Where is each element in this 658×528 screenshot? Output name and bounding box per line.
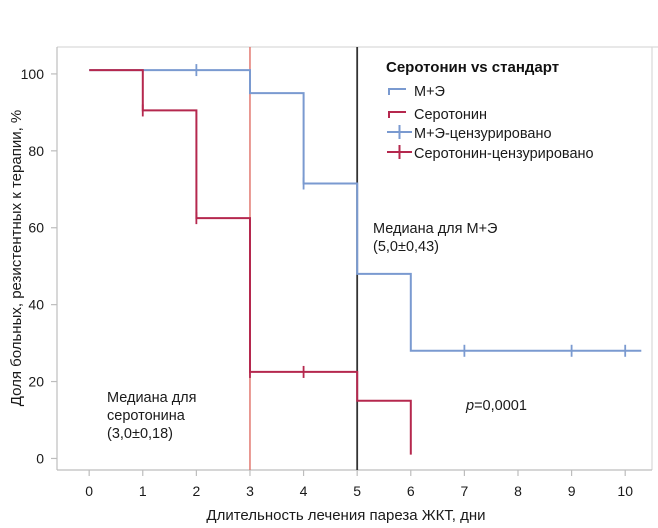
annotation-median-serotonin-line1: Медиана для [107, 390, 197, 406]
legend: Серотонин vs стандарт М+Э Серотонин М+Э-… [386, 59, 594, 162]
legend-swatch-me-step [388, 88, 406, 95]
x-tick-label: 8 [514, 483, 522, 499]
y-tick-label: 100 [21, 66, 45, 82]
series-line-1 [89, 69, 642, 352]
x-tick-label: 5 [353, 483, 361, 499]
x-tick-label: 6 [407, 483, 415, 499]
series-line-2 [89, 69, 412, 455]
legend-entry-serotonin-censored: Серотонин-цензурировано [414, 146, 594, 162]
annotation-median-me-line1: Медиана для М+Э [373, 221, 497, 237]
p-value-symbol: p [465, 398, 474, 414]
annotation-median-serotonin-line3: (3,0±0,18) [107, 426, 173, 442]
y-axis-title: Доля больных, резистентных к терапии, % [8, 110, 25, 407]
x-tick-label: 2 [192, 483, 200, 499]
legend-entry-serotonin: Серотонин [414, 107, 487, 123]
y-tick-label: 20 [28, 374, 44, 390]
y-tick-label: 60 [28, 220, 44, 236]
y-tick-label: 80 [28, 143, 44, 159]
x-axis-title: Длительность лечения пареза ЖКТ, дни [206, 507, 485, 524]
y-tick-label: 40 [28, 297, 44, 313]
legend-swatch-serotonin-step [388, 111, 406, 118]
annotation-median-me-line2: (5,0±0,43) [373, 239, 439, 255]
x-tick-label: 1 [139, 483, 147, 499]
y-tick-label: 0 [36, 450, 44, 466]
p-value-annotation: p=0,0001 [465, 398, 527, 414]
legend-title: Серотонин vs стандарт [386, 59, 559, 76]
x-tick-label: 4 [300, 483, 308, 499]
x-tick-label: 10 [617, 483, 633, 499]
legend-entry-me-censored: М+Э-цензурировано [414, 126, 552, 142]
p-value-number: =0,0001 [474, 398, 527, 414]
x-tick-label: 0 [85, 483, 93, 499]
annotation-median-serotonin-line2: серотонина [107, 408, 186, 424]
legend-entry-me: М+Э [414, 84, 445, 100]
x-tick-label: 7 [460, 483, 468, 499]
x-tick-label: 3 [246, 483, 254, 499]
x-tick-label: 9 [568, 483, 576, 499]
